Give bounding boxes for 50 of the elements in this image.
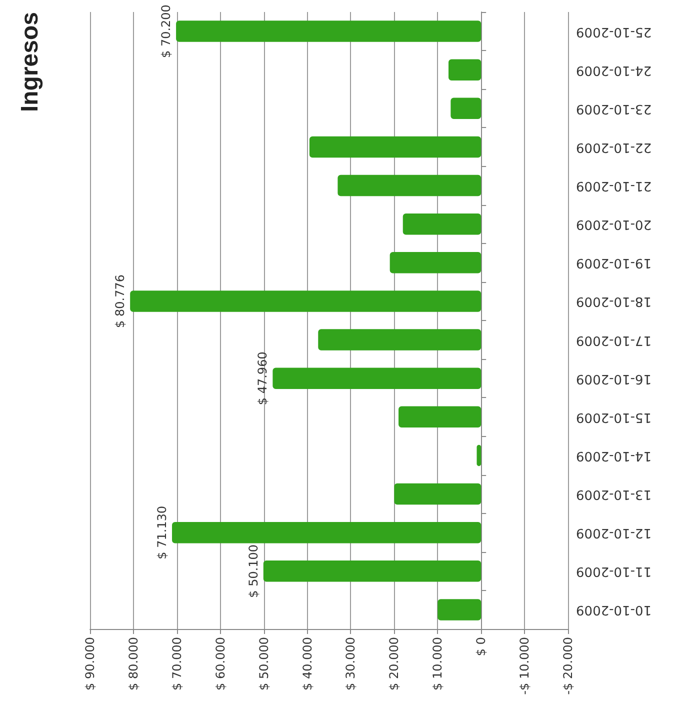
bar [394,483,482,505]
y-tick-label: 14-10-2009 [576,448,652,463]
x-tick-label: $ 20.000 [387,637,402,690]
y-tick-label: 11-10-2009 [576,564,652,579]
bar [390,252,482,274]
x-tick-label: $ 70.000 [170,637,184,690]
bar [318,329,482,350]
y-tick-label: 13-10-2009 [576,486,652,502]
text: Ingresos [16,12,44,112]
bar [448,59,482,80]
y-tick-label: 18-10-2009 [576,294,652,309]
y-tick-label: 19-10-2009 [576,255,652,270]
bar [272,368,482,389]
y-tick-label: 22-10-2009 [576,139,652,154]
bar [338,174,482,196]
y-tick-label: 24-10-2009 [576,62,652,78]
x-tick-label: -$ 20.000 [561,637,575,695]
x-tick-label: $ 0 [474,637,488,656]
y-tick-label: 21-10-2009 [576,178,652,194]
y-tick-label: 12-10-2009 [576,525,652,540]
y-tick-label: 16-10-2009 [576,370,652,386]
bar [476,444,482,466]
y-tick-label: 17-10-2009 [576,332,652,348]
x-tick-label: $ 80.000 [126,637,140,690]
data-label: $ 70.200 [159,4,174,58]
x-tick-label: $ 40.000 [300,637,314,690]
bar [130,290,482,312]
data-label: $ 71.130 [155,506,169,560]
y-tick-label: 23-10-2009 [576,100,652,116]
bar [263,560,482,582]
y-tick-label: 25-10-2009 [576,24,652,39]
bar [398,406,482,428]
data-label: $ 47.960 [256,352,270,406]
y-tick-label: 15-10-2009 [576,409,652,424]
y-tick-label: 10-10-2009 [576,602,652,618]
y-tick-label: 20-10-2009 [576,216,652,232]
x-tick-label: $ 50.000 [256,637,271,690]
data-label: $ 80.776 [113,274,128,328]
bar [438,599,482,620]
bar [172,522,482,544]
x-tick-label: $ 30.000 [344,637,358,690]
bar [176,20,482,42]
x-tick-label: -$ 10.000 [518,637,532,695]
x-tick-label: $ 10.000 [430,637,445,690]
bar [450,98,482,120]
bar [402,213,482,235]
bar [309,136,482,158]
x-tick-label: $ 90.000 [83,637,97,690]
x-tick-label: $ 60.000 [213,637,228,690]
data-label: $ 50.100 [246,544,260,598]
